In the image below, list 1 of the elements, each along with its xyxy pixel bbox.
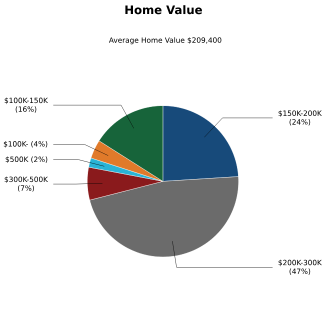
chart-title: Home Value <box>125 5 202 14</box>
